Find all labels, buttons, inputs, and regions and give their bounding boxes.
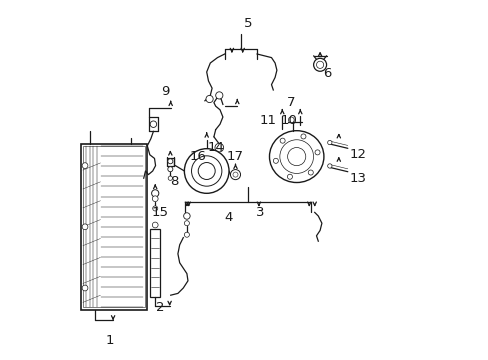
Text: 5: 5 [244, 17, 252, 30]
Circle shape [184, 149, 228, 193]
Circle shape [184, 232, 189, 237]
Text: 7: 7 [286, 96, 295, 109]
Text: 17: 17 [226, 150, 244, 163]
Text: 8: 8 [170, 175, 178, 188]
Circle shape [232, 172, 238, 177]
Circle shape [287, 148, 305, 166]
Bar [82, 146, 145, 307]
Circle shape [327, 164, 331, 168]
Circle shape [273, 158, 278, 163]
Text: 13: 13 [349, 172, 366, 185]
Circle shape [152, 206, 158, 211]
Circle shape [150, 121, 156, 127]
Bar [150, 229, 160, 297]
Text: 14: 14 [207, 141, 224, 154]
Bar [81, 144, 147, 310]
Circle shape [152, 196, 158, 202]
Text: 2: 2 [155, 301, 164, 314]
Circle shape [191, 156, 222, 186]
Circle shape [151, 190, 159, 197]
Text: 4: 4 [224, 211, 232, 224]
Text: 6: 6 [323, 67, 331, 80]
Circle shape [167, 167, 172, 172]
Circle shape [82, 163, 88, 168]
Text: 3: 3 [256, 206, 264, 219]
Text: 16: 16 [189, 150, 206, 163]
Circle shape [313, 58, 326, 71]
Circle shape [198, 162, 215, 180]
Text: 10: 10 [281, 114, 297, 127]
Circle shape [82, 224, 88, 230]
Text: 12: 12 [349, 148, 366, 161]
Circle shape [82, 285, 88, 291]
Circle shape [152, 222, 158, 228]
Circle shape [230, 170, 240, 180]
Circle shape [168, 176, 172, 180]
Circle shape [215, 92, 223, 99]
Circle shape [183, 213, 190, 219]
Text: 1: 1 [105, 334, 114, 347]
Ellipse shape [269, 131, 323, 183]
Circle shape [288, 117, 294, 123]
Circle shape [316, 61, 323, 68]
Circle shape [300, 134, 305, 139]
Circle shape [167, 159, 172, 164]
Circle shape [327, 140, 331, 145]
Text: 15: 15 [151, 206, 168, 219]
Text: 9: 9 [161, 85, 169, 98]
Circle shape [287, 174, 292, 179]
Circle shape [184, 221, 189, 226]
Circle shape [314, 150, 320, 155]
Circle shape [205, 95, 213, 103]
Text: 11: 11 [259, 114, 276, 127]
Circle shape [307, 170, 313, 175]
Circle shape [279, 140, 313, 174]
Circle shape [215, 143, 223, 152]
Circle shape [280, 138, 285, 143]
